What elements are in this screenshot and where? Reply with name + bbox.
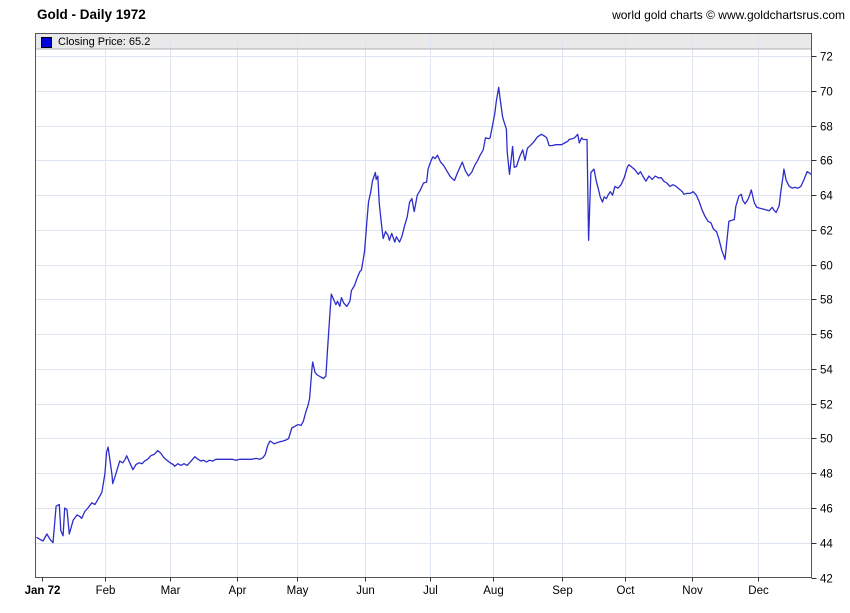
legend-strip-background — [36, 34, 811, 49]
x-tick-label-sep: Sep — [552, 585, 572, 597]
closing-price-line — [36, 86, 812, 544]
x-tick-label-jan 72: Jan 72 — [25, 585, 61, 597]
plot-area[interactable] — [36, 49, 811, 578]
y-tick-label-60: 60 — [820, 261, 833, 273]
y-tick-label-70: 70 — [820, 87, 833, 99]
y-tick-label-58: 58 — [820, 295, 833, 307]
y-tick-label-54: 54 — [820, 365, 833, 377]
plot-border — [35, 33, 812, 578]
x-tick-label-feb: Feb — [96, 585, 116, 597]
y-tick-label-52: 52 — [820, 400, 833, 412]
y-tick-label-46: 46 — [820, 504, 833, 516]
x-tick-label-dec: Dec — [748, 585, 769, 597]
x-tick-label-oct: Oct — [617, 585, 636, 597]
legend-label: Closing Price: 65.2 — [58, 36, 151, 48]
y-tick-label-72: 72 — [820, 52, 833, 64]
y-tick-label-68: 68 — [820, 122, 833, 134]
y-tick-label-66: 66 — [820, 156, 833, 168]
x-tick-label-nov: Nov — [682, 585, 703, 597]
x-tick-label-aug: Aug — [483, 585, 503, 597]
x-tick-label-jul: Jul — [423, 585, 438, 597]
y-tick-label-48: 48 — [820, 469, 833, 481]
y-tick-label-50: 50 — [820, 434, 833, 446]
x-tick-label-mar: Mar — [161, 585, 181, 597]
legend: Closing Price: 65.2 — [41, 36, 150, 48]
y-tick-label-44: 44 — [820, 539, 833, 551]
y-tick-label-56: 56 — [820, 330, 833, 342]
y-tick-label-62: 62 — [820, 226, 833, 238]
y-tick-label-42: 42 — [820, 574, 833, 586]
x-tick-label-apr: Apr — [229, 585, 247, 597]
watermark-credit: world gold charts © www.goldchartsrus.co… — [612, 8, 845, 22]
y-tick-label-64: 64 — [820, 191, 833, 203]
legend-swatch-icon — [41, 36, 52, 48]
x-tick-label-jun: Jun — [356, 585, 375, 597]
chart-title: Gold - Daily 1972 — [37, 7, 146, 22]
x-tick-label-may: May — [287, 585, 309, 597]
